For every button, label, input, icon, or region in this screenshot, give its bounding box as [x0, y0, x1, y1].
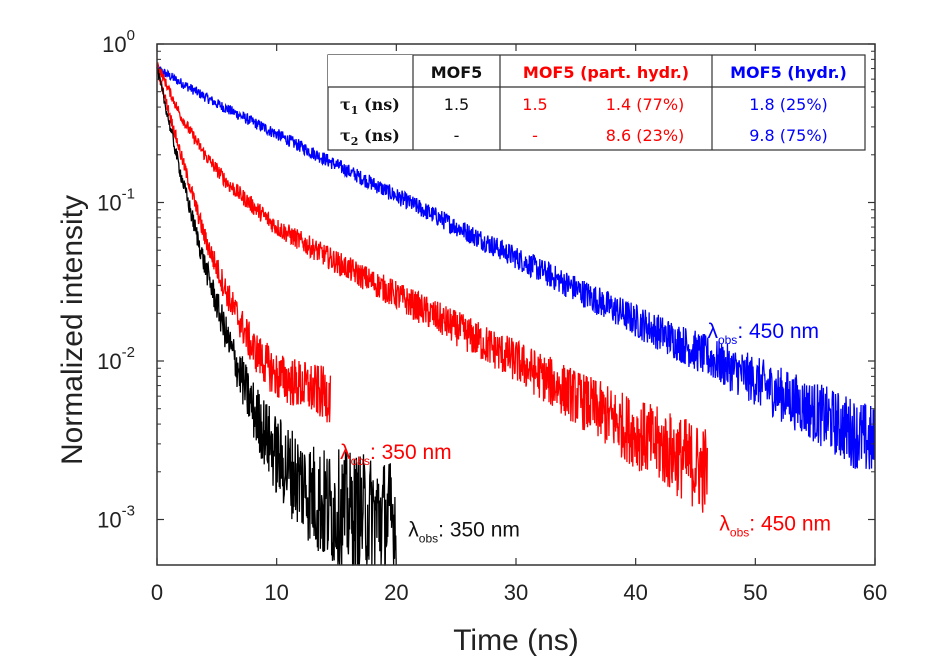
wavelength-label: λobs: 450 nm	[707, 320, 819, 347]
table-header-cell: MOF5	[431, 63, 483, 82]
wavelength-value: : 350 nm	[438, 519, 520, 542]
series-1	[156, 62, 708, 513]
y-tick-exp: -2	[122, 344, 135, 361]
table-cell: 1.8 (25%)	[749, 95, 828, 114]
table-cell: 8.6 (23%)	[606, 126, 685, 145]
y-axis-title: Normalized intensity	[56, 195, 89, 465]
table-corner	[328, 55, 413, 87]
tau-subscript: 1	[351, 104, 359, 117]
lambda-symbol: λ	[408, 519, 419, 542]
x-tick-label: 30	[504, 580, 528, 605]
x-tick-label: 40	[623, 580, 647, 605]
lambda-subscript: obs	[718, 333, 737, 347]
tau-symbol: τ	[340, 126, 351, 145]
table-cell: 1.5	[522, 95, 547, 114]
lambda-symbol: λ	[719, 513, 730, 536]
tau-unit: (ns)	[358, 95, 399, 114]
table-cell: -	[454, 126, 460, 145]
y-tick-exp: -3	[122, 503, 135, 520]
lifetime-table: MOF5 MOF5 (part. hydr.) MOF5 (hydr.) τ1 (ns…	[327, 54, 866, 151]
x-tick-label: 0	[151, 580, 163, 605]
table-cell: 1.5	[444, 95, 469, 114]
y-tick-label: 100	[102, 27, 135, 57]
x-tick-label: 10	[264, 580, 288, 605]
table-cell: 1.4 (77%)	[606, 95, 685, 114]
y-tick-base: 10	[97, 191, 121, 216]
y-tick-base: 10	[102, 32, 126, 57]
table-header-cell: MOF5 (part. hydr.)	[523, 63, 689, 82]
table-row-label: τ1 (ns)	[340, 95, 400, 117]
y-tick-label: 10-3	[97, 503, 135, 533]
series-2	[156, 64, 332, 423]
series-line-0	[156, 64, 876, 470]
wavelength-value: : 450 nm	[737, 320, 819, 343]
series-line-3	[156, 68, 397, 566]
lambda-subscript: obs	[419, 532, 438, 546]
lambda-subscript: obs	[351, 454, 370, 468]
series-3	[156, 68, 397, 566]
y-tick-label: 10-2	[97, 344, 135, 374]
table-cell: -	[532, 126, 538, 145]
x-axis-title: Time (ns)	[453, 624, 579, 657]
wavelength-label: λobs: 450 nm	[719, 513, 831, 540]
y-tick-exp: -1	[122, 186, 135, 203]
wavelength-value: : 350 nm	[370, 441, 452, 464]
series-line-2	[156, 64, 332, 423]
lambda-symbol: λ	[340, 441, 351, 464]
table-frame	[327, 54, 866, 151]
tau-subscript: 2	[351, 135, 359, 148]
lambda-symbol: λ	[707, 320, 718, 343]
tau-unit: (ns)	[358, 126, 399, 145]
x-tick-label: 20	[384, 580, 408, 605]
y-tick-exp: 0	[127, 27, 135, 44]
x-tick-label: 50	[743, 580, 767, 605]
table-header-cell: MOF5 (hydr.)	[730, 63, 847, 82]
table-row-label: τ2 (ns)	[340, 126, 400, 148]
series-layer	[156, 62, 876, 566]
lambda-subscript: obs	[730, 526, 749, 540]
wavelength-label: λobs: 350 nm	[408, 519, 520, 546]
y-tick-label: 10-1	[97, 186, 135, 216]
y-tick-base: 10	[97, 508, 121, 533]
tau-symbol: τ	[340, 95, 351, 114]
wavelength-value: : 450 nm	[749, 513, 831, 536]
x-tick-label: 60	[863, 580, 887, 605]
series-line-1	[156, 62, 708, 513]
wavelength-label: λobs: 350 nm	[340, 441, 452, 468]
series-0	[156, 64, 876, 470]
table-cell: 9.8 (75%)	[749, 126, 828, 145]
y-tick-base: 10	[97, 349, 121, 374]
